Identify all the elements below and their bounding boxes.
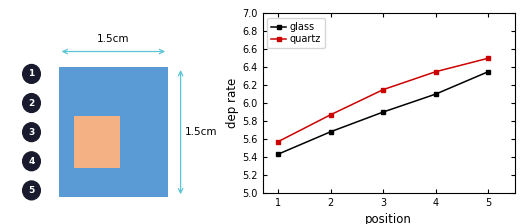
- Text: 3: 3: [28, 128, 35, 137]
- quartz: [328, 113, 334, 116]
- quartz: [380, 88, 386, 91]
- Legend: glass, quartz: glass, quartz: [267, 18, 325, 48]
- Bar: [74, 116, 120, 168]
- glass: [485, 70, 491, 73]
- glass: [275, 153, 281, 155]
- Bar: [59, 67, 168, 197]
- Text: 2: 2: [28, 99, 35, 108]
- glass: [433, 93, 439, 95]
- quartz: [485, 57, 491, 60]
- glass: [380, 111, 386, 113]
- quartz: [275, 140, 281, 143]
- glass: [328, 130, 334, 133]
- Text: 1.5cm: 1.5cm: [97, 34, 130, 44]
- Circle shape: [23, 152, 40, 171]
- Circle shape: [23, 181, 40, 200]
- Text: 5: 5: [28, 186, 35, 195]
- Text: 1.5cm: 1.5cm: [185, 127, 217, 137]
- Line: quartz: quartz: [276, 56, 491, 144]
- Text: 1: 1: [28, 69, 35, 78]
- Y-axis label: dep rate: dep rate: [226, 78, 239, 128]
- quartz: [433, 70, 439, 73]
- Circle shape: [23, 123, 40, 142]
- X-axis label: position: position: [365, 213, 412, 224]
- Text: 4: 4: [28, 157, 35, 166]
- Line: glass: glass: [276, 69, 491, 157]
- Circle shape: [23, 94, 40, 112]
- Circle shape: [23, 65, 40, 83]
